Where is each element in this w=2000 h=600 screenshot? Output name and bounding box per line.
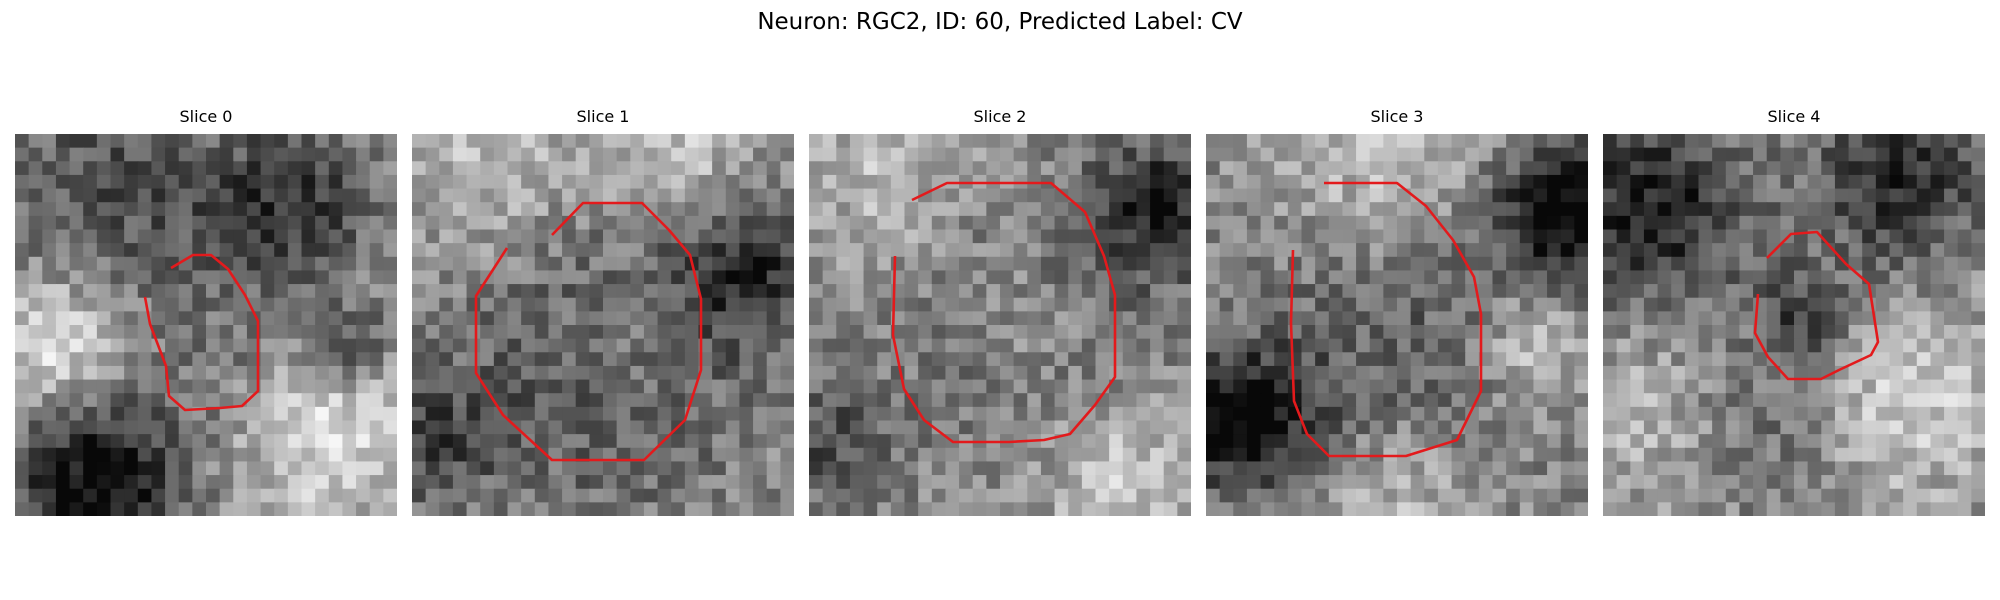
slice-title-3: Slice 3 xyxy=(1370,107,1424,126)
segmentation-contour-1 xyxy=(474,201,703,462)
segmentation-contour-0 xyxy=(143,253,260,412)
figure-title: Neuron: RGC2, ID: 60, Predicted Label: C… xyxy=(757,9,1243,35)
slice-title-1: Slice 1 xyxy=(576,107,630,126)
segmentation-contour-3 xyxy=(1289,181,1483,458)
slice-title-0: Slice 0 xyxy=(179,107,233,126)
slice-image-3 xyxy=(1206,134,1588,516)
segmentation-contour-2 xyxy=(891,181,1117,444)
slice-image-1 xyxy=(412,134,794,516)
slice-title-2: Slice 2 xyxy=(973,107,1027,126)
slice-image-4 xyxy=(1603,134,1985,516)
slice-image-0 xyxy=(15,134,397,516)
slice-title-4: Slice 4 xyxy=(1767,107,1821,126)
slice-image-2 xyxy=(809,134,1191,516)
segmentation-contour-4 xyxy=(1753,230,1880,381)
